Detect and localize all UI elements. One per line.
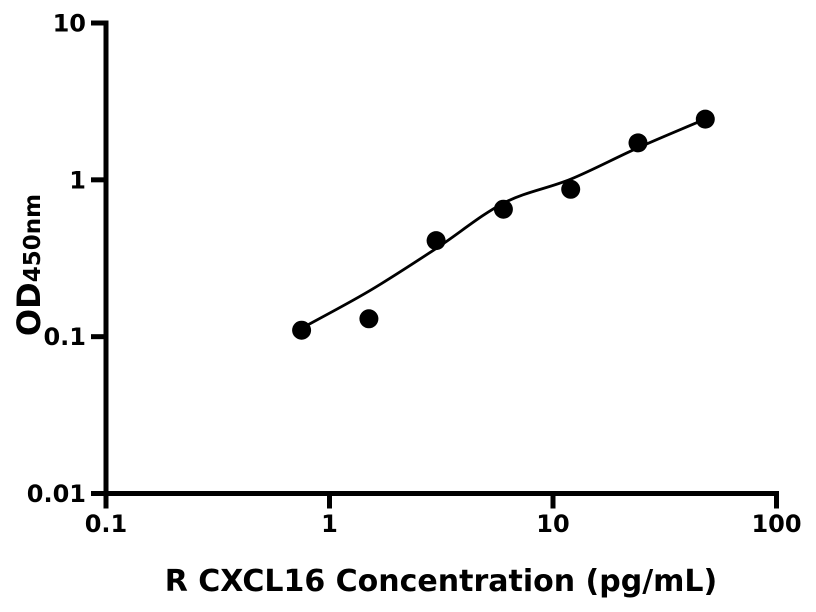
y-tick-label: 1 bbox=[69, 166, 86, 194]
x-axis-title: R CXCL16 Concentration (pg/mL) bbox=[165, 564, 718, 599]
y-tick-label: 10 bbox=[53, 10, 86, 38]
data-point bbox=[628, 133, 648, 153]
x-tick-label: 0.1 bbox=[85, 510, 128, 538]
x-tick-label: 1 bbox=[321, 510, 338, 538]
data-point bbox=[695, 109, 715, 129]
fit-curve bbox=[298, 117, 707, 331]
data-point bbox=[359, 309, 379, 329]
x-tick-label: 10 bbox=[536, 510, 569, 538]
data-point bbox=[426, 231, 446, 251]
y-axis-title: OD450nm bbox=[10, 194, 48, 336]
data-point bbox=[292, 320, 312, 340]
data-series bbox=[292, 109, 715, 340]
x-tick-label: 100 bbox=[751, 510, 801, 538]
data-point bbox=[493, 199, 513, 219]
y-tick-label: 0.01 bbox=[27, 480, 86, 508]
y-tick-label: 0.1 bbox=[43, 323, 86, 351]
data-point bbox=[561, 179, 581, 199]
y-axis-title-subscript: 450nm bbox=[20, 194, 46, 282]
y-axis-title-main: OD bbox=[10, 282, 48, 336]
